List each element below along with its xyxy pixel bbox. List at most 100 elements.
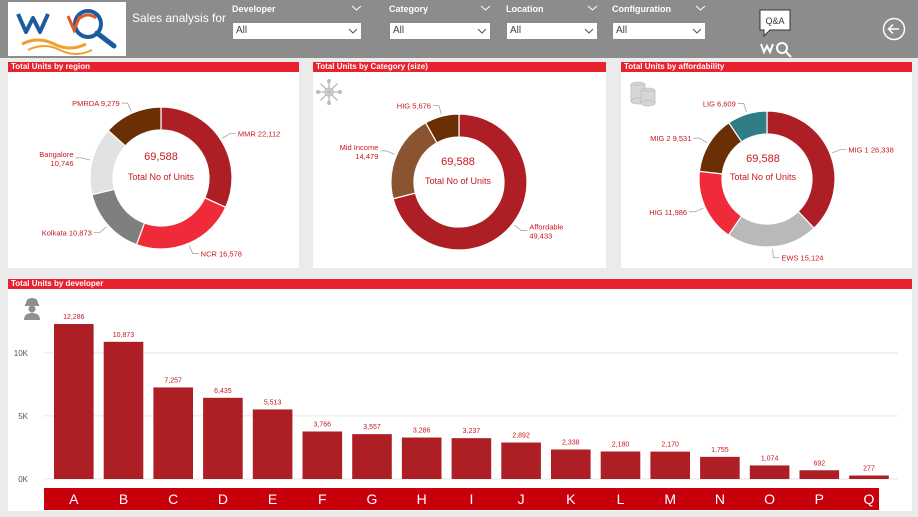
bar-developer-q[interactable] [849, 475, 889, 479]
category-card-title: Total Units by Category (size) [313, 62, 606, 72]
donut-data-label: Bangalore [39, 150, 73, 159]
donut-slice-ncr[interactable] [135, 197, 227, 250]
donut-data-label: 49,433 [529, 231, 552, 240]
region-card: Total Units by region MMR 22,112 NCR 16,5… [8, 62, 299, 268]
category-filter[interactable]: Category All [389, 3, 491, 40]
x-tick-label: L [617, 491, 625, 507]
donut-data-label: MIG 1 26,338 [848, 146, 893, 155]
qa-label: Q&A [765, 16, 784, 26]
bar-developer-b[interactable] [103, 341, 144, 479]
donut-data-label: LIG 6,609 [703, 99, 736, 108]
leader-line [121, 102, 132, 112]
y-tick-label: 10K [14, 349, 29, 358]
region-center-value: 69,588 [144, 151, 178, 163]
chevron-down-icon[interactable] [351, 3, 362, 13]
category-filter-label: Category [389, 4, 429, 14]
bar-developer-p[interactable] [799, 470, 840, 479]
donut-slice-hig[interactable] [424, 113, 460, 144]
x-tick-label: A [69, 491, 79, 507]
donut-slice-mig-1[interactable] [766, 110, 836, 229]
developer-filter-label: Developer [232, 4, 276, 14]
bar-data-label: 3,286 [413, 428, 431, 435]
leader-line [75, 157, 91, 161]
donut-data-label: HIG 11,986 [649, 208, 687, 217]
location-filter[interactable]: Location All [506, 3, 598, 40]
donut-data-label: EWS 15,124 [781, 254, 823, 263]
bar-data-label: 277 [863, 466, 875, 473]
bar-developer-g[interactable] [352, 434, 392, 479]
chevron-down-icon[interactable] [348, 26, 358, 36]
bar-developer-e[interactable] [252, 409, 293, 479]
leader-line [432, 105, 442, 115]
developer-dropdown[interactable]: All [232, 22, 362, 40]
chevron-down-icon[interactable] [587, 3, 598, 13]
snowflake-icon [316, 79, 342, 105]
chevron-down-icon[interactable] [692, 26, 702, 36]
location-filter-label: Location [506, 4, 544, 14]
chevron-down-icon[interactable] [480, 3, 491, 13]
bar-developer-d[interactable] [203, 397, 243, 479]
donut-data-label: Kolkata 10,873 [42, 229, 92, 238]
affordability-center-label: Total No of Units [729, 172, 797, 182]
bar-developer-h[interactable] [401, 437, 442, 479]
page-title: Sales analysis for [132, 11, 227, 25]
bar-data-label: 2,892 [512, 433, 530, 440]
donut-slice-kolkata[interactable] [91, 188, 146, 246]
bar-data-label: 2,338 [562, 440, 580, 447]
x-axis-band [44, 488, 879, 510]
bar-developer-c[interactable] [153, 387, 193, 479]
bar-developer-f[interactable] [302, 431, 343, 479]
donut-data-label: 10,746 [51, 159, 74, 168]
bar-data-label: 1,755 [711, 447, 729, 454]
developer-bar-chart: 0K 5K 10K 12,286 A 10,873 B 7,257 C 6,435 D 5,513 E 3… [14, 314, 898, 510]
developer-card: Total Units by developer 0K 5K 10K 12,286 A 1… [8, 279, 912, 511]
bar-developer-k[interactable] [551, 449, 591, 479]
developer-card-title: Total Units by developer [8, 279, 912, 289]
bar-developer-l[interactable] [600, 451, 641, 479]
chevron-down-icon[interactable] [695, 3, 706, 13]
bar-data-label: 5,513 [264, 399, 282, 406]
back-arrow-icon[interactable] [882, 17, 906, 41]
x-tick-label: E [268, 491, 277, 507]
bar-developer-o[interactable] [749, 465, 790, 479]
bar-developer-m[interactable] [650, 451, 690, 479]
leader-line [188, 245, 199, 254]
chevron-down-icon[interactable] [477, 26, 487, 36]
donut-data-label: PMRDA 9,279 [72, 99, 120, 108]
location-dropdown[interactable]: All [506, 22, 598, 40]
location-selected-value: All [510, 25, 522, 36]
configuration-dropdown[interactable]: All [612, 22, 706, 40]
x-tick-label: G [367, 491, 378, 507]
chevron-down-icon[interactable] [584, 26, 594, 36]
bar-developer-j[interactable] [501, 442, 541, 479]
configuration-filter-label: Configuration [612, 4, 671, 14]
donut-slice-affordable[interactable] [392, 113, 528, 251]
bar-data-label: 3,557 [363, 424, 381, 431]
bar-data-label: 2,170 [661, 442, 679, 449]
leader-line [222, 133, 236, 139]
configuration-filter[interactable]: Configuration All [612, 3, 706, 40]
bar-developer-i[interactable] [451, 438, 492, 479]
x-tick-label: C [168, 491, 178, 507]
bar-data-label: 3,237 [463, 428, 481, 435]
donut-data-label: HIG 5,676 [397, 102, 431, 111]
affordability-card: Total Units by affordability MIG 1 26,33… [621, 62, 912, 268]
donut-data-label: Affordable [529, 222, 563, 231]
bar-data-label: 6,435 [214, 388, 232, 395]
category-dropdown[interactable]: All [389, 22, 491, 40]
region-center-label: Total No of Units [127, 172, 195, 182]
x-tick-label: H [417, 491, 427, 507]
donut-slice-pmrda[interactable] [107, 106, 162, 147]
developer-filter[interactable]: Developer All [232, 3, 362, 40]
x-tick-label: I [469, 491, 473, 507]
developer-selected-value: All [236, 25, 248, 36]
donut-slice-lig[interactable] [727, 110, 768, 143]
worker-icon [24, 298, 40, 320]
donut-data-label: MMR 22,112 [238, 130, 280, 139]
category-card: Total Units by Category (size) Affordabl… [313, 62, 606, 268]
bar-developer-a[interactable] [54, 324, 94, 479]
bar-developer-n[interactable] [700, 456, 740, 479]
qa-icon[interactable]: Q&A [758, 8, 792, 60]
